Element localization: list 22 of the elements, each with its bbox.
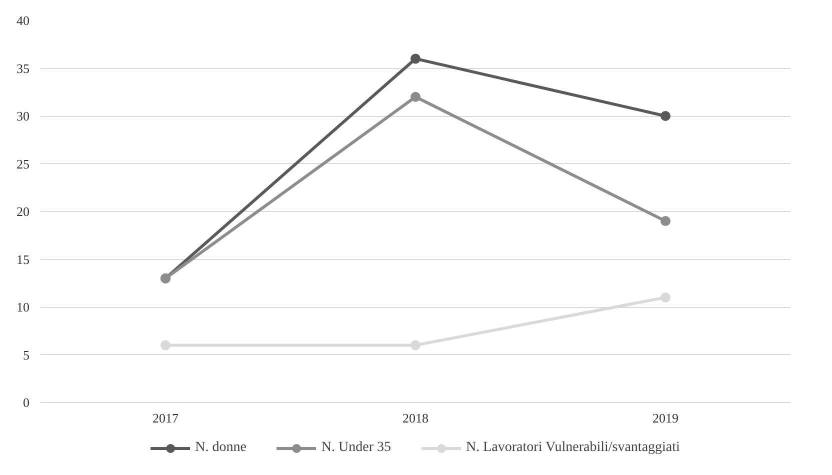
y-tick-label: 10 (16, 300, 30, 314)
y-tick-label: 35 (16, 60, 30, 76)
legend-label: N. Lavoratori Vulnerabili/svantaggiati (466, 440, 680, 456)
point (660, 216, 670, 226)
y-tick-label: 15 (16, 252, 30, 267)
x-tick-label: 2018 (402, 410, 428, 426)
y-tick-label: 0 (23, 395, 30, 410)
point (660, 292, 670, 302)
y-tick-label: 5 (23, 347, 30, 362)
legend-label: N. donne (195, 440, 246, 456)
x-tick-label: 2019 (652, 410, 678, 426)
y-tick-label: 20 (16, 204, 30, 219)
legend-label: N. Under 35 (321, 440, 392, 456)
x-tick-label: 2017 (152, 410, 179, 426)
y-tick-label: 25 (16, 156, 30, 172)
point (410, 340, 420, 350)
point (160, 340, 170, 350)
point (660, 111, 670, 121)
y-tick-label: 30 (16, 108, 30, 124)
point (410, 54, 420, 64)
point (410, 92, 420, 102)
y-tick-label: 40 (16, 13, 30, 28)
